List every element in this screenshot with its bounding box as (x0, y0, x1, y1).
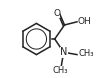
Text: CH₃: CH₃ (53, 66, 68, 75)
Text: N: N (60, 47, 67, 57)
Text: CH₃: CH₃ (79, 49, 94, 58)
Text: OH: OH (78, 17, 92, 26)
Text: O: O (53, 9, 60, 18)
